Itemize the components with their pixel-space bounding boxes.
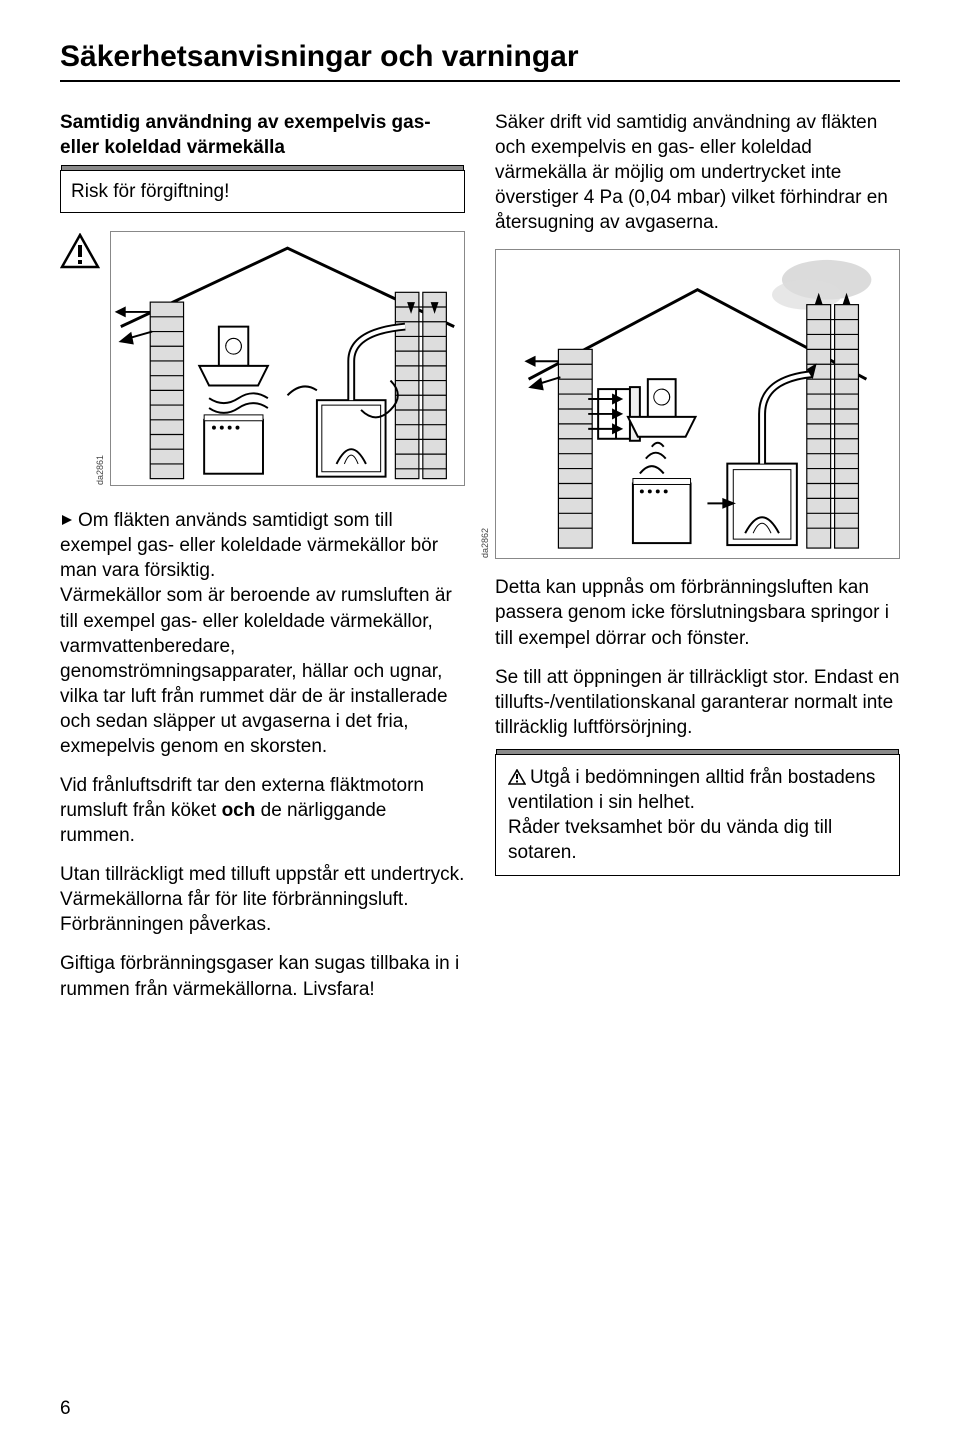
right-p3: Se till att öppningen är tillräckligt st… (495, 665, 900, 740)
risk-text: Risk för förgiftning! (71, 181, 229, 202)
danger-diagram (111, 232, 464, 485)
safe-diagram (496, 250, 899, 558)
figure-safe: da2862 (495, 249, 900, 559)
left-subheading: Samtidig användning av exempelvis gas- e… (60, 110, 465, 160)
left-p2: Vid frånluftsdrift tar den externa fläkt… (60, 773, 465, 848)
warning-with-figure: da2861 (60, 231, 465, 502)
warning-small-icon (508, 769, 526, 785)
two-column-layout: Samtidig användning av exempelvis gas- e… (60, 110, 900, 1016)
page-title: Säkerhetsanvisningar och varningar (60, 40, 900, 82)
left-p2-bold: och (222, 800, 256, 821)
left-p1-rest: Värmekällor som är beroende av rumslufte… (60, 585, 452, 756)
left-p4: Giftiga förbränningsgaser kan sugas till… (60, 951, 465, 1001)
figure-danger: da2861 (110, 231, 465, 486)
left-p3: Utan tillräckligt med tilluft uppstår et… (60, 862, 465, 937)
right-column: Säker drift vid samtidig användning av f… (495, 110, 900, 1016)
info-box: Utgå i bedömningen alltid från bostadens… (495, 754, 900, 876)
left-column: Samtidig användning av exempelvis gas- e… (60, 110, 465, 1016)
left-p1-lead: Om fläkten används samtidigt som till ex… (60, 510, 438, 581)
risk-box: Risk för förgiftning! (60, 170, 465, 213)
pointer-icon (60, 513, 74, 527)
right-p1: Säker drift vid samtidig användning av f… (495, 110, 900, 235)
left-p1: Om fläkten används samtidigt som till ex… (60, 508, 465, 759)
info-text-b: Råder tveksamhet bör du vända dig till s… (508, 817, 832, 863)
figure-label-left: da2861 (95, 455, 107, 485)
figure-label-right: da2862 (480, 528, 492, 558)
page-number: 6 (60, 1398, 71, 1420)
right-p2: Detta kan uppnås om förbränningsluften k… (495, 575, 900, 650)
info-text-a: Utgå i bedömningen alltid från bostadens… (508, 767, 875, 813)
warning-triangle-icon (60, 233, 100, 269)
